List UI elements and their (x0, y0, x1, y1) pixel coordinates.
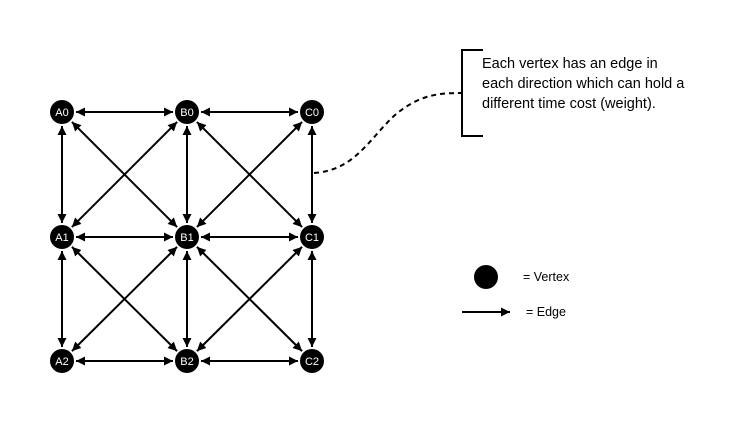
vertex-c1: C1 (300, 225, 324, 249)
vertex-label: A1 (55, 232, 68, 244)
vertex-circle (300, 100, 324, 124)
vertex-label: A0 (55, 107, 68, 119)
legend-edge-label: = Edge (526, 305, 566, 319)
vertex-label: B0 (180, 107, 193, 119)
vertex-c2: C2 (300, 349, 324, 373)
vertex-circle (300, 349, 324, 373)
vertex-circle (175, 349, 199, 373)
edges (57, 107, 317, 366)
vertices: A0 B0 C0 A1 B1 C1 A2 B2 C2 (50, 100, 324, 373)
callout-bracket (461, 49, 483, 137)
legend-vertex-label: = Vertex (523, 270, 570, 284)
vertex-label: B2 (180, 356, 193, 368)
vertex-a1: A1 (50, 225, 74, 249)
callout-connector (313, 92, 463, 174)
vertex-label: C0 (305, 107, 319, 119)
edge-b0-a1 (71, 121, 178, 228)
vertex-a0: A0 (50, 100, 74, 124)
vertex-label: C1 (305, 232, 319, 244)
callout-text: Each vertex has an edge in each directio… (482, 56, 685, 112)
edge-c0-b1 (196, 121, 303, 228)
vertex-b0: B0 (175, 100, 199, 124)
vertex-circle (50, 225, 74, 249)
vertex-label: A2 (55, 356, 68, 368)
legend-vertex-icon (474, 265, 498, 289)
vertex-c0: C0 (300, 100, 324, 124)
vertex-a2: A2 (50, 349, 74, 373)
vertex-circle (300, 225, 324, 249)
vertex-circle (175, 225, 199, 249)
edge-b1-a2 (71, 246, 178, 352)
vertex-label: C2 (305, 356, 319, 368)
edge-c1-b2 (196, 246, 303, 352)
vertex-circle (50, 100, 74, 124)
vertex-b2: B2 (175, 349, 199, 373)
vertex-b1: B1 (175, 225, 199, 249)
vertex-label: B1 (180, 232, 193, 244)
vertex-circle (50, 349, 74, 373)
vertex-circle (175, 100, 199, 124)
